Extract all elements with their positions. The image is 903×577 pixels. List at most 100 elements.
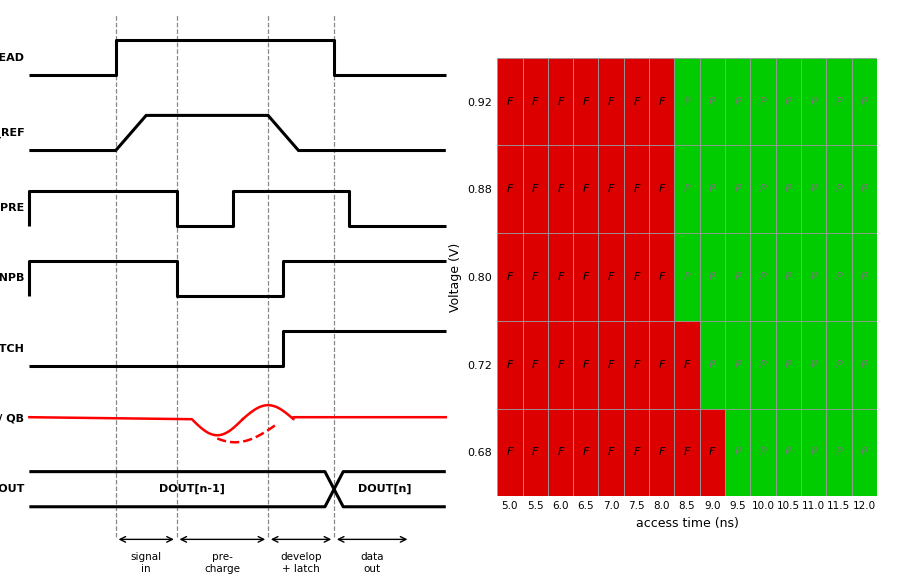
Text: P: P — [759, 272, 766, 282]
Text: F: F — [556, 96, 563, 107]
Bar — [598, 145, 623, 233]
Bar — [573, 145, 598, 233]
Text: P: P — [809, 184, 816, 194]
Text: P: P — [834, 359, 842, 370]
Text: P: P — [759, 184, 766, 194]
Bar — [648, 145, 674, 233]
Text: F: F — [582, 447, 589, 458]
Text: P: P — [834, 447, 842, 458]
Text: data
out: data out — [360, 552, 384, 574]
Text: P: P — [683, 184, 690, 194]
Bar — [775, 145, 800, 233]
Bar — [699, 321, 724, 409]
Text: P: P — [784, 272, 791, 282]
Bar — [775, 233, 800, 321]
Text: F: F — [531, 447, 538, 458]
Text: P: P — [784, 96, 791, 107]
Bar — [800, 145, 825, 233]
Text: F: F — [708, 447, 715, 458]
Bar — [749, 321, 775, 409]
Text: develop
+ latch: develop + latch — [280, 552, 321, 574]
Bar — [724, 409, 749, 496]
Text: DOUT: DOUT — [0, 484, 24, 494]
Bar — [648, 58, 674, 145]
Text: P: P — [759, 359, 766, 370]
Text: F: F — [531, 359, 538, 370]
Bar — [699, 58, 724, 145]
Bar — [522, 58, 547, 145]
Text: P: P — [759, 96, 766, 107]
Bar — [724, 321, 749, 409]
Text: F: F — [506, 96, 513, 107]
Bar — [522, 233, 547, 321]
Bar — [623, 145, 648, 233]
Text: F: F — [556, 272, 563, 282]
Bar — [800, 233, 825, 321]
Bar — [800, 321, 825, 409]
Text: F: F — [582, 359, 589, 370]
Bar — [851, 58, 876, 145]
Text: DOUT[n-1]: DOUT[n-1] — [159, 484, 225, 494]
Bar — [497, 145, 522, 233]
Bar — [674, 409, 699, 496]
Text: P: P — [834, 184, 842, 194]
Bar — [674, 233, 699, 321]
Bar — [825, 409, 851, 496]
Bar — [497, 233, 522, 321]
Bar — [648, 321, 674, 409]
Text: F: F — [683, 359, 690, 370]
Text: F: F — [556, 359, 563, 370]
Y-axis label: Voltage (V): Voltage (V) — [449, 242, 461, 312]
Bar — [522, 409, 547, 496]
Text: F: F — [582, 184, 589, 194]
Bar — [648, 233, 674, 321]
Bar — [547, 233, 573, 321]
Bar — [598, 321, 623, 409]
Bar — [825, 321, 851, 409]
Bar — [623, 233, 648, 321]
Text: F: F — [582, 272, 589, 282]
X-axis label: access time (ns): access time (ns) — [635, 516, 738, 530]
Text: F: F — [506, 272, 513, 282]
Text: signal
in: signal in — [130, 552, 162, 574]
Text: P: P — [860, 96, 867, 107]
Text: P: P — [708, 96, 715, 107]
Bar — [825, 58, 851, 145]
Text: F: F — [632, 184, 639, 194]
Text: PRE: PRE — [0, 203, 24, 213]
Bar — [749, 58, 775, 145]
Text: P: P — [784, 359, 791, 370]
Bar — [623, 409, 648, 496]
Text: P: P — [834, 272, 842, 282]
Text: F: F — [632, 447, 639, 458]
Bar — [573, 233, 598, 321]
Text: ENPB: ENPB — [0, 273, 24, 283]
Text: F: F — [657, 447, 665, 458]
Text: F: F — [632, 96, 639, 107]
Text: F: F — [607, 447, 614, 458]
Bar — [547, 58, 573, 145]
Text: P: P — [733, 447, 740, 458]
Bar — [547, 409, 573, 496]
Text: pre-
charge: pre- charge — [204, 552, 240, 574]
Bar — [851, 233, 876, 321]
Bar — [573, 409, 598, 496]
Text: P: P — [708, 272, 715, 282]
Bar — [598, 58, 623, 145]
Bar — [573, 58, 598, 145]
Text: F: F — [632, 272, 639, 282]
Bar — [724, 145, 749, 233]
Bar — [623, 321, 648, 409]
Text: P: P — [809, 359, 816, 370]
Bar — [699, 409, 724, 496]
Bar — [674, 58, 699, 145]
Bar — [699, 145, 724, 233]
Bar — [825, 233, 851, 321]
Bar — [497, 409, 522, 496]
Bar — [598, 409, 623, 496]
Bar — [851, 145, 876, 233]
Bar — [749, 233, 775, 321]
Text: LATCH: LATCH — [0, 344, 24, 354]
Text: P: P — [809, 272, 816, 282]
Bar — [674, 145, 699, 233]
